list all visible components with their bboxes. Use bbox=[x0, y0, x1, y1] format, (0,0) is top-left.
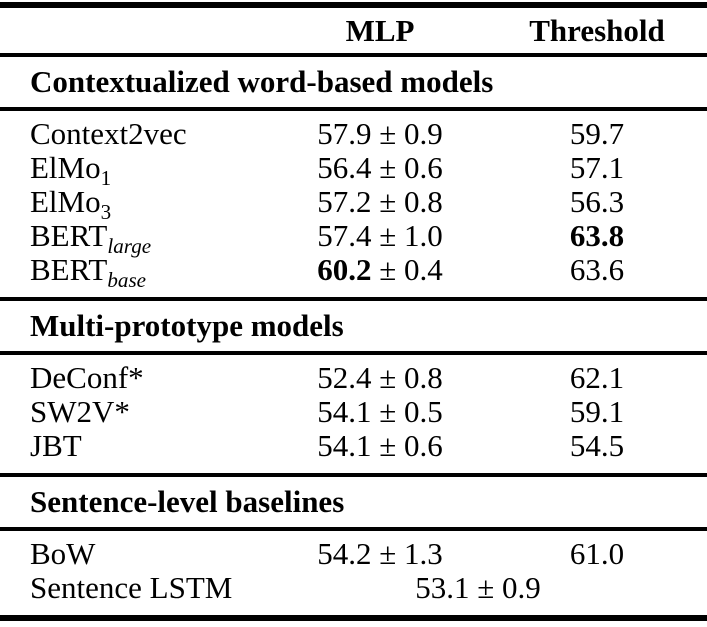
model-subscript: large bbox=[107, 234, 152, 259]
model-subscript: 1 bbox=[100, 166, 112, 191]
score-value: 52.4 bbox=[317, 360, 372, 395]
model-label: JBT bbox=[30, 428, 82, 463]
model-label: BoW bbox=[30, 536, 96, 571]
model-subscript: 3 bbox=[100, 200, 112, 225]
model-label: BERT bbox=[30, 252, 108, 287]
model-name: DeConf* bbox=[0, 353, 273, 395]
section-title: Contextualized word-based models bbox=[0, 53, 707, 111]
model-label: Context2vec bbox=[30, 116, 187, 151]
score-stddev: ± 0.8 bbox=[371, 360, 443, 395]
model-name: BERTlarge bbox=[0, 218, 273, 257]
score-stddev: ± 0.9 bbox=[371, 116, 443, 151]
model-name: Context2vec bbox=[0, 109, 273, 151]
mlp-score-best: 60.2 ± 0.4 bbox=[273, 253, 487, 299]
score-stddev: ± 1.3 bbox=[371, 536, 443, 571]
model-name: SW2V* bbox=[0, 395, 273, 429]
section-header-row: Multi-prototype models bbox=[0, 297, 707, 355]
threshold-score: 61.0 bbox=[569, 536, 625, 571]
model-label: ElMo bbox=[30, 184, 101, 219]
merged-score: 53.1 ± 0.9 bbox=[273, 571, 707, 618]
model-name: BoW bbox=[0, 529, 273, 571]
model-name: Sentence LSTM bbox=[0, 571, 273, 618]
section-sentence-baselines: Sentence-level baselines BoW 54.2 ± 1.3 … bbox=[0, 473, 707, 618]
table-row: Context2vec 57.9 ± 0.9 59.7 bbox=[0, 109, 707, 151]
score-stddev: ± 0.9 bbox=[469, 570, 541, 605]
model-label: BERT bbox=[30, 218, 108, 253]
header-mlp: MLP bbox=[273, 5, 487, 57]
section-header-row: Sentence-level baselines bbox=[0, 473, 707, 531]
table-row: BoW 54.2 ± 1.3 61.0 bbox=[0, 529, 707, 571]
model-label: ElMo bbox=[30, 150, 101, 185]
model-label: Sentence LSTM bbox=[30, 570, 233, 605]
mlp-score: 54.2 ± 1.3 bbox=[273, 529, 487, 571]
section-header-row: Contextualized word-based models bbox=[0, 53, 707, 111]
table-row: ElMo3 57.2 ± 0.8 56.3 bbox=[0, 184, 707, 223]
model-label: SW2V* bbox=[30, 394, 130, 429]
threshold-score-best: 63.8 bbox=[569, 218, 625, 253]
score-value: 54.2 bbox=[317, 536, 372, 571]
score-stddev: ± 0.8 bbox=[371, 184, 443, 219]
mlp-score: 57.4 ± 1.0 bbox=[273, 219, 487, 253]
model-name: JBT bbox=[0, 429, 273, 475]
table-row: BERTlarge 57.4 ± 1.0 63.8 bbox=[0, 218, 707, 257]
score-stddev: ± 1.0 bbox=[371, 218, 443, 253]
model-name: ElMo1 bbox=[0, 150, 273, 189]
score-value: 57.4 bbox=[317, 218, 372, 253]
mlp-score: 54.1 ± 0.6 bbox=[273, 429, 487, 475]
table-row: BERTbase 60.2 ± 0.4 63.6 bbox=[0, 253, 707, 299]
section-title: Multi-prototype models bbox=[0, 297, 707, 355]
score-value: 56.4 bbox=[317, 150, 372, 185]
table-row: ElMo1 56.4 ± 0.6 57.1 bbox=[0, 150, 707, 189]
header-row: MLP Threshold bbox=[0, 5, 707, 57]
mlp-score: 57.2 ± 0.8 bbox=[273, 185, 487, 219]
model-name: BERTbase bbox=[0, 253, 273, 299]
model-label: DeConf* bbox=[30, 360, 144, 395]
table-row: JBT 54.1 ± 0.6 54.5 bbox=[0, 429, 707, 475]
mlp-score: 57.9 ± 0.9 bbox=[273, 109, 487, 151]
score-value: 53.1 bbox=[415, 570, 470, 605]
threshold-score: 57.1 bbox=[569, 150, 625, 185]
section-title: Sentence-level baselines bbox=[0, 473, 707, 531]
model-name: ElMo3 bbox=[0, 184, 273, 223]
score-value: 60.2 bbox=[317, 252, 372, 287]
threshold-score: 56.3 bbox=[569, 184, 625, 219]
mlp-score: 56.4 ± 0.6 bbox=[273, 151, 487, 185]
section-contextualized: Contextualized word-based models Context… bbox=[0, 53, 707, 299]
threshold-score: 62.1 bbox=[569, 360, 625, 395]
header-threshold: Threshold bbox=[487, 5, 707, 57]
threshold-score: 54.5 bbox=[569, 428, 625, 463]
score-value: 57.9 bbox=[317, 116, 372, 151]
threshold-score: 63.6 bbox=[569, 252, 625, 287]
score-stddev: ± 0.6 bbox=[371, 428, 443, 463]
section-multi-prototype: Multi-prototype models DeConf* 52.4 ± 0.… bbox=[0, 297, 707, 475]
table-row: DeConf* 52.4 ± 0.8 62.1 bbox=[0, 353, 707, 395]
mlp-score: 54.1 ± 0.5 bbox=[273, 395, 487, 429]
header-empty-cell bbox=[0, 5, 273, 57]
model-subscript: base bbox=[107, 268, 147, 293]
score-value: 54.1 bbox=[317, 394, 372, 429]
threshold-score: 59.1 bbox=[569, 394, 625, 429]
score-stddev: ± 0.5 bbox=[371, 394, 443, 429]
score-value: 57.2 bbox=[317, 184, 372, 219]
threshold-score: 59.7 bbox=[569, 116, 625, 151]
mlp-score: 52.4 ± 0.8 bbox=[273, 353, 487, 395]
score-value: 54.1 bbox=[317, 428, 372, 463]
score-stddev: ± 0.4 bbox=[371, 252, 443, 287]
table-row: Sentence LSTM 53.1 ± 0.9 bbox=[0, 571, 707, 618]
table-header: MLP Threshold bbox=[0, 5, 707, 57]
table-row: SW2V* 54.1 ± 0.5 59.1 bbox=[0, 395, 707, 429]
score-stddev: ± 0.6 bbox=[371, 150, 443, 185]
